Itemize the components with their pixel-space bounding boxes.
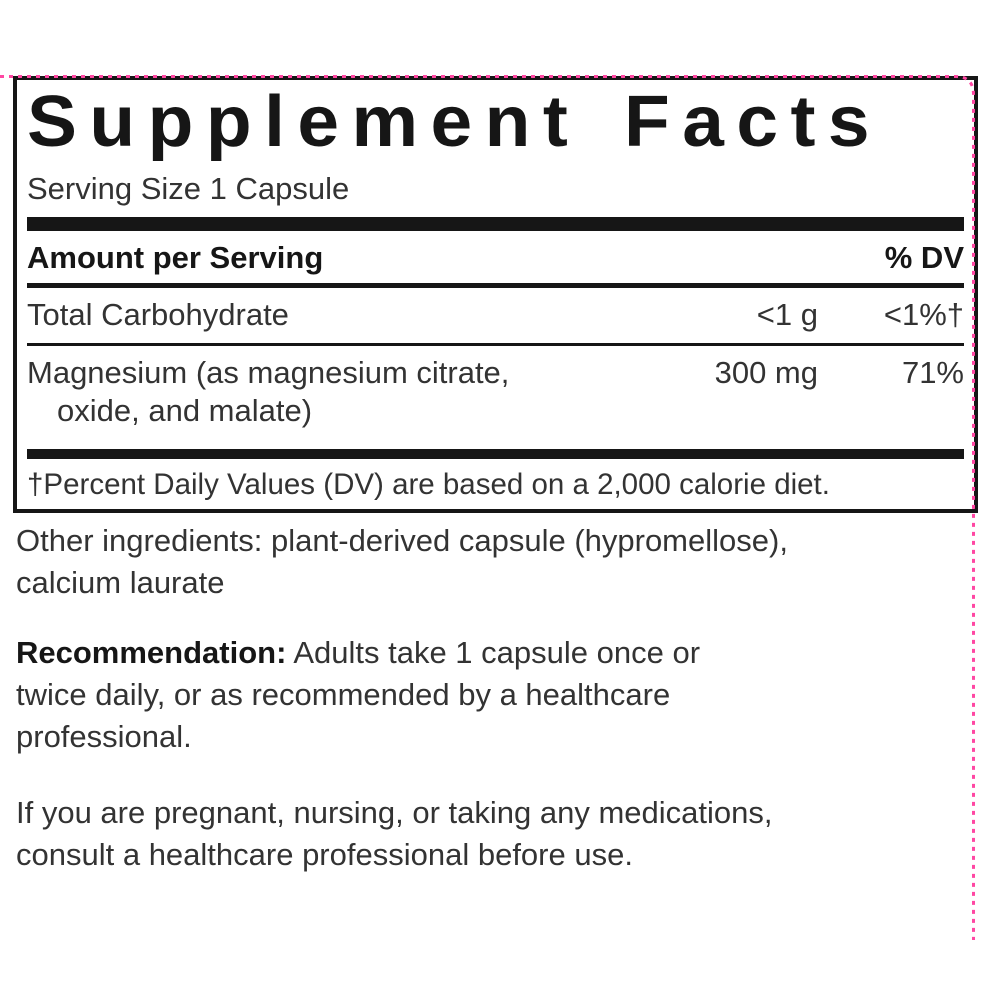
nutrient-amount: 300 mg xyxy=(714,355,818,390)
recommendation-label: Recommendation: xyxy=(16,635,287,670)
warning-paragraph: If you are pregnant, nursing, or taking … xyxy=(16,792,971,876)
recommendation-line: twice daily, or as recommended by a heal… xyxy=(16,677,671,712)
panel-title: Supplement Facts xyxy=(27,82,883,162)
nutrient-name: Total Carbohydrate xyxy=(27,297,289,332)
amount-per-serving-header: Amount per Serving xyxy=(27,240,324,275)
column-header-row: Amount per Serving % DV xyxy=(27,231,964,283)
label-copy-section: Other ingredients: plant-derived capsule… xyxy=(16,520,971,876)
recommendation-paragraph: Recommendation: Adults take 1 capsule on… xyxy=(16,632,971,758)
nutrient-row-magnesium: Magnesium (as magnesium citrate, oxide, … xyxy=(27,346,964,439)
nutrient-amount: <1 g xyxy=(756,297,818,332)
other-ingredients-line: calcium laurate xyxy=(16,565,225,600)
other-ingredients-line: Other ingredients: plant-derived capsule… xyxy=(16,523,788,558)
recommendation-line: Recommendation: Adults take 1 capsule on… xyxy=(16,632,971,674)
nutrient-dv: 71% xyxy=(901,355,964,390)
warning-line: If you are pregnant, nursing, or taking … xyxy=(16,795,773,830)
thick-divider-top xyxy=(27,217,964,231)
nutrient-name: Magnesium (as magnesium citrate, oxide, … xyxy=(27,354,660,430)
recommendation-line: professional. xyxy=(16,719,192,754)
recommendation-text: Adults take 1 capsule once or xyxy=(293,635,701,670)
supplement-facts-panel: Supplement Facts Serving Size 1 Capsule … xyxy=(13,76,978,513)
nutrient-row-carbohydrate: Total Carbohydrate <1 g <1%† xyxy=(27,288,964,343)
serving-size: Serving Size 1 Capsule xyxy=(27,171,350,206)
daily-value-footnote: †Percent Daily Values (DV) are based on … xyxy=(27,468,830,501)
other-ingredients-paragraph: Other ingredients: plant-derived capsule… xyxy=(16,520,971,604)
warning-line: consult a healthcare professional before… xyxy=(16,837,633,872)
nutrient-name-line2: oxide, and malate) xyxy=(57,393,313,428)
percent-dv-header: % DV xyxy=(884,240,964,275)
nutrient-dv: <1%† xyxy=(883,297,964,332)
thick-divider-bottom xyxy=(27,449,964,459)
nutrient-name-line1: Magnesium (as magnesium citrate, xyxy=(27,355,510,390)
